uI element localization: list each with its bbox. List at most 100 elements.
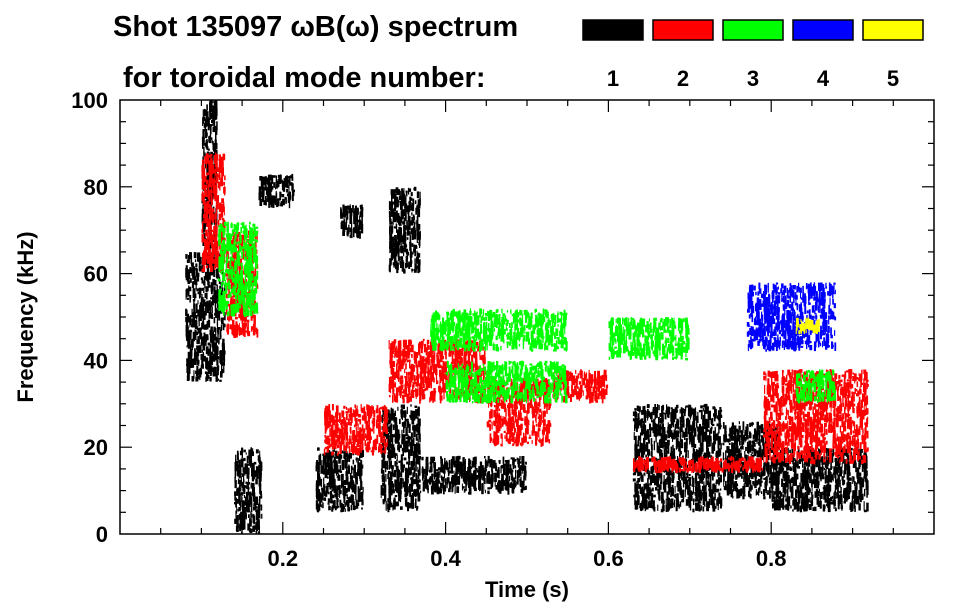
spectrum-point	[512, 457, 515, 466]
spectrum-point	[443, 464, 445, 474]
spectrum-point	[217, 332, 219, 340]
spectrum-point	[234, 491, 237, 496]
spectrum-point	[209, 344, 212, 353]
spectrum-point	[215, 296, 218, 302]
spectrum-point	[194, 319, 198, 329]
spectrum-point	[332, 500, 334, 503]
spectrum-point	[688, 495, 690, 500]
spectrum-point	[277, 174, 280, 178]
spectrum-point	[487, 455, 490, 464]
spectrum-point	[199, 327, 202, 335]
spectrum-point	[203, 332, 206, 339]
spectrum-point	[739, 490, 741, 493]
spectrum-point	[697, 504, 700, 510]
spectrum-point	[740, 449, 742, 455]
spectrum-point	[799, 494, 803, 498]
spectrum-point	[191, 338, 194, 348]
spectrum-point	[243, 494, 246, 498]
spectrum-point	[322, 457, 325, 463]
spectrum-point	[448, 488, 451, 493]
spectrum-point	[661, 423, 664, 430]
spectrum-point	[845, 449, 849, 457]
spectrum-point	[204, 202, 206, 208]
spectrum-point	[382, 500, 385, 505]
spectrum-point	[792, 500, 795, 505]
spectrum-point	[201, 321, 205, 329]
spectrum-point	[202, 167, 206, 171]
spectrum-point	[387, 503, 390, 510]
spectrum-point	[194, 295, 196, 302]
spectrum-point	[218, 338, 220, 344]
spectrum-point	[761, 467, 764, 477]
spectrum-point	[665, 450, 668, 460]
spectrum-point	[270, 186, 274, 190]
spectrum-point	[199, 304, 201, 310]
spectrum-point	[205, 140, 208, 148]
spectrum-point	[650, 502, 653, 509]
spectrum-point	[485, 468, 487, 472]
spectrum-point	[449, 470, 452, 474]
spectrum-point	[652, 407, 655, 416]
spectrum-point	[185, 254, 188, 259]
spectrum-point	[255, 531, 258, 534]
spectrum-point	[819, 474, 822, 480]
spectrum-point	[690, 484, 692, 487]
spectrum-point	[216, 265, 219, 268]
spectrum-point	[854, 482, 856, 487]
spectrum-point	[738, 421, 740, 425]
spectrum-point	[210, 264, 213, 267]
spectrum-point	[640, 472, 643, 477]
spectrum-point	[863, 509, 867, 513]
spectrum-point	[407, 502, 410, 507]
spectrum-point	[404, 195, 406, 203]
spectrum-point	[389, 247, 391, 254]
spectrum-point	[811, 497, 814, 507]
spectrum-point	[203, 290, 205, 293]
spectrum-point	[256, 471, 259, 479]
spectrum-point	[189, 295, 192, 299]
spectrum-point	[209, 250, 212, 255]
spectrum-point	[516, 457, 518, 460]
spectrum-point	[726, 486, 730, 496]
spectrum-point	[758, 447, 761, 451]
spectrum-point	[396, 249, 399, 254]
spectrum-point	[690, 409, 693, 415]
spectrum-point	[205, 222, 207, 227]
spectrum-point	[381, 416, 383, 424]
spectrum-point	[391, 466, 394, 470]
spectrum-point	[349, 472, 352, 480]
spectrum-point	[507, 467, 510, 476]
spectrum-point	[412, 214, 415, 224]
spectrum-point	[733, 486, 736, 489]
spectrum-point	[683, 481, 687, 484]
spectrum-point	[387, 452, 390, 459]
spectrum-point	[360, 207, 364, 211]
spectrum-point	[223, 187, 226, 194]
spectrum-point	[240, 476, 242, 484]
spectrum-point	[794, 483, 797, 486]
spectrum-point	[320, 478, 323, 488]
spectrum-point	[682, 471, 684, 474]
spectrum-point	[722, 422, 725, 429]
spectrum-point	[705, 476, 707, 487]
spectrum-point	[246, 491, 248, 502]
spectrum-point	[809, 497, 811, 504]
spectrum-point	[811, 479, 814, 485]
spectrum-point	[650, 450, 653, 457]
spectrum-point	[394, 479, 398, 488]
spectrum-point	[382, 469, 385, 477]
spectrum-point	[213, 265, 216, 270]
spectrum-point	[205, 286, 208, 292]
spectrum-point	[441, 476, 445, 482]
spectrum-point	[209, 239, 212, 248]
spectrum-point	[207, 257, 210, 264]
spectrum-point	[794, 497, 796, 503]
spectrum-point	[410, 436, 413, 440]
spectrum-point	[714, 407, 716, 414]
spectrum-point	[204, 190, 208, 197]
spectrum-point	[721, 497, 723, 507]
spectrum-point	[789, 466, 792, 471]
spectrum-point	[255, 496, 258, 505]
spectrum-point	[755, 491, 757, 496]
spectrum-point	[200, 342, 203, 346]
